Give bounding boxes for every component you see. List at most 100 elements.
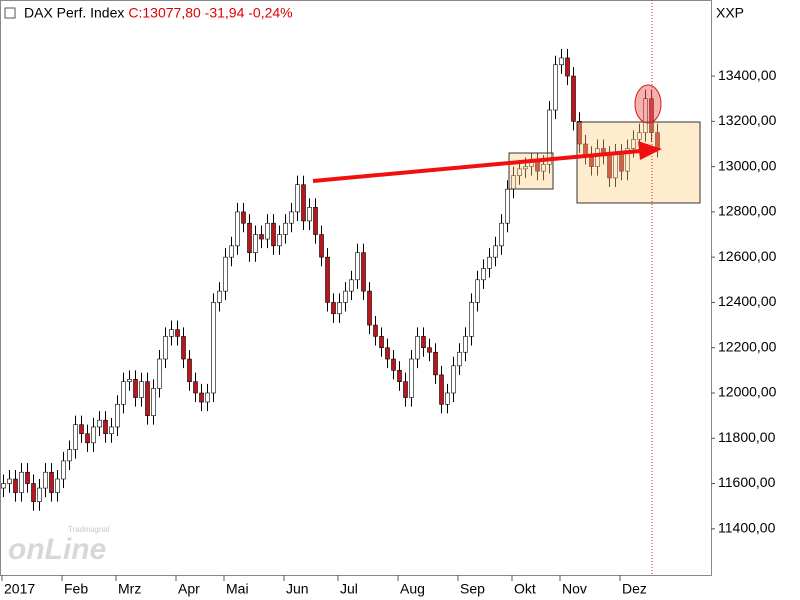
candle-body	[271, 222, 276, 247]
candle-body	[547, 109, 552, 165]
candle-body	[277, 234, 282, 247]
x-tick-label: Jul	[340, 581, 358, 597]
y-tick-label: 13400,00	[718, 67, 777, 83]
candle-body	[337, 302, 342, 315]
watermark-brand: Tradesignal	[68, 525, 110, 534]
candle-body	[637, 132, 642, 140]
candle-body	[91, 426, 96, 444]
y-tick-label: 12200,00	[718, 338, 777, 354]
y-tick-label: 13000,00	[718, 157, 777, 173]
x-tick-label: Dez	[622, 581, 647, 597]
y-tick-label: 13200,00	[718, 112, 777, 128]
x-tick-label: Jun	[286, 581, 309, 597]
x-tick-label: Sep	[460, 581, 485, 597]
candle-body	[517, 168, 522, 176]
candle-body	[505, 188, 510, 224]
candle-body	[367, 290, 372, 326]
x-tick-label: Mai	[226, 581, 249, 597]
chart-title: DAX Perf. Index	[24, 5, 124, 21]
candle-body	[457, 351, 462, 367]
candle-body	[355, 252, 360, 281]
candle-body	[97, 419, 102, 428]
x-tick-label: Mrz	[118, 581, 141, 597]
candle-body	[73, 424, 78, 450]
candle-body	[229, 245, 234, 258]
candle-body	[115, 404, 120, 428]
y-tick-label: 12000,00	[718, 384, 777, 400]
candle-body	[553, 64, 558, 111]
candle-body	[475, 279, 480, 303]
candle-body	[1, 483, 6, 489]
x-tick-label: Okt	[514, 581, 536, 597]
candle-body	[169, 329, 174, 337]
plot-frame	[0, 0, 712, 576]
candle-body	[565, 57, 570, 77]
candle-body	[145, 381, 150, 416]
candle-body	[55, 478, 60, 493]
candle-body	[61, 460, 66, 480]
candle-body	[265, 222, 270, 240]
candle-body	[487, 256, 492, 269]
candle-body	[361, 252, 366, 292]
candle-body	[319, 234, 324, 258]
axis-name: XXP	[716, 5, 744, 21]
x-tick-label: Nov	[562, 581, 587, 597]
candle-body	[325, 256, 330, 303]
candle-body	[445, 392, 450, 405]
candle-body	[409, 358, 414, 398]
candle-body	[19, 471, 24, 493]
candle-body	[397, 370, 402, 382]
candle-body	[301, 184, 306, 222]
candle-body	[67, 449, 72, 462]
candle-body	[103, 419, 108, 435]
candle-body	[481, 268, 486, 281]
candle-body	[493, 245, 498, 258]
candle-body	[79, 424, 84, 435]
icon	[4, 7, 16, 19]
candle-body	[31, 483, 36, 502]
candle-body	[157, 358, 162, 389]
candle-body	[241, 211, 246, 224]
x-tick-label: Aug	[400, 581, 425, 597]
candle-body	[283, 222, 288, 235]
candle-body	[427, 347, 432, 353]
candle-body	[523, 166, 528, 170]
candle-body	[175, 329, 180, 337]
candle-body	[127, 379, 132, 382]
y-tick-label: 11800,00	[718, 429, 776, 445]
candle-body	[433, 351, 438, 376]
candle-body	[223, 256, 228, 292]
candle-body	[541, 164, 546, 172]
candle-body	[181, 336, 186, 360]
candle-body	[253, 234, 258, 253]
y-tick-label: 12600,00	[718, 248, 777, 264]
candle-body	[295, 184, 300, 213]
candle-body	[211, 302, 216, 394]
candle-body	[25, 471, 30, 484]
candle-body	[343, 290, 348, 303]
candle-body	[133, 379, 138, 398]
candle-body	[205, 392, 210, 403]
candle-body	[571, 75, 576, 122]
candle-body	[631, 139, 636, 149]
candle-body	[109, 426, 114, 435]
candle-body	[193, 381, 198, 394]
x-tick-label: Apr	[178, 581, 200, 597]
y-tick-label: 11600,00	[718, 474, 776, 490]
arrow	[312, 149, 641, 183]
candle-body	[373, 324, 378, 337]
quote: C:13077,80 -31,94 -0,24%	[128, 5, 292, 21]
candle-body	[247, 222, 252, 253]
candle-body	[37, 487, 42, 502]
candle-body	[163, 336, 168, 360]
candle-body	[217, 290, 222, 303]
x-tick-label: 2017	[4, 581, 35, 597]
candle-body	[13, 478, 18, 493]
candle-body	[199, 392, 204, 403]
candle-body	[463, 336, 468, 353]
candle-body	[469, 302, 474, 337]
candle-body	[235, 211, 240, 247]
candle-body	[121, 381, 126, 405]
